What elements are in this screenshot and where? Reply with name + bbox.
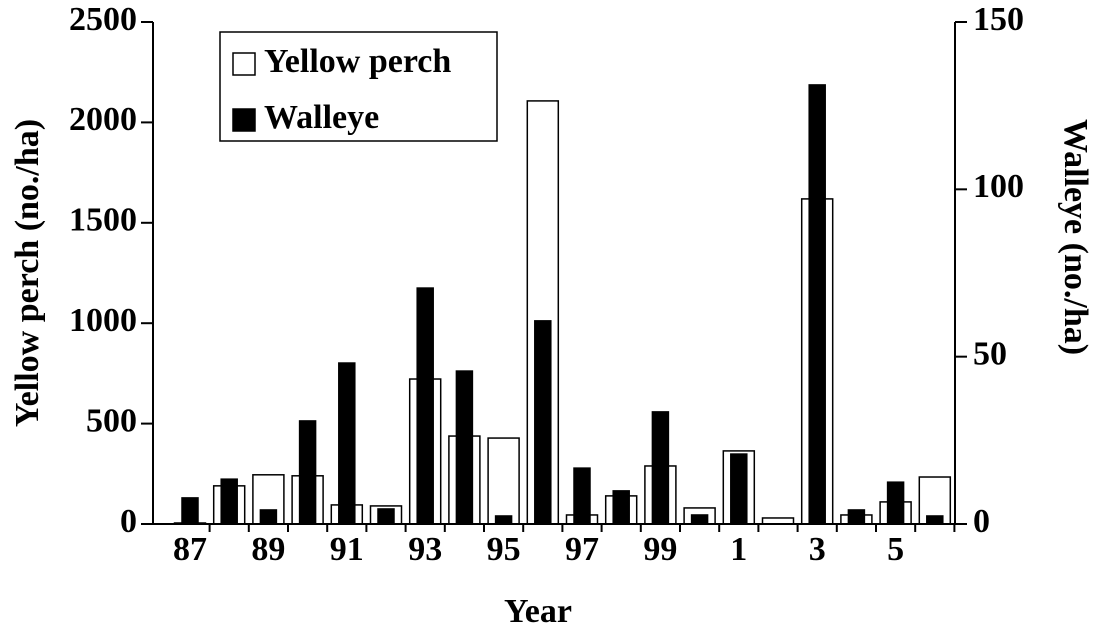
legend-label: Walleye — [264, 99, 379, 136]
x-axis-label: Year — [504, 593, 572, 630]
bar — [377, 508, 395, 525]
bar — [416, 287, 434, 525]
bar — [886, 481, 905, 525]
legend-label: Yellow perch — [264, 43, 451, 80]
y-tick-label: 2000 — [69, 101, 137, 138]
y2-tick-label: 100 — [973, 168, 1024, 205]
bar — [338, 362, 356, 525]
bar — [690, 514, 709, 525]
bar — [612, 490, 630, 525]
x-tick-label: 91 — [330, 531, 364, 568]
x-tick-label: 3 — [809, 531, 826, 568]
bar — [573, 467, 591, 525]
x-tick-label: 93 — [408, 531, 442, 568]
y-tick-label: 1000 — [69, 302, 137, 339]
bar — [259, 509, 278, 525]
bar — [808, 84, 826, 525]
bar — [181, 497, 199, 525]
legend-swatch — [232, 108, 256, 132]
y-tick-label: 1500 — [69, 202, 137, 239]
x-tick-label: 1 — [730, 531, 747, 568]
bar — [534, 320, 552, 525]
y-tick-label: 2500 — [69, 1, 137, 38]
bar — [651, 411, 670, 525]
bar — [730, 453, 748, 525]
bar — [494, 515, 513, 525]
legend-box — [219, 31, 498, 142]
x-tick-label: 5 — [887, 531, 904, 568]
x-tick-label: 97 — [565, 531, 599, 568]
x-tick-label: 87 — [173, 531, 207, 568]
y2-tick-label: 0 — [973, 503, 990, 540]
legend-swatch — [232, 52, 256, 76]
y2-tick-label: 150 — [973, 1, 1024, 38]
bar — [455, 370, 474, 525]
y2-axis-label: Walleye (no./ha) — [1057, 119, 1094, 355]
bar — [220, 478, 238, 525]
x-tick-label: 89 — [251, 531, 285, 568]
bar — [298, 420, 317, 525]
y2-tick-label: 50 — [973, 335, 1007, 372]
bar — [487, 437, 520, 525]
bar — [926, 515, 944, 525]
y-axis-label: Yellow perch (no./ha) — [9, 119, 46, 427]
y-tick-label: 500 — [86, 402, 137, 439]
y-tick-label: 0 — [120, 503, 137, 540]
bar — [847, 509, 866, 525]
x-tick-label: 95 — [487, 531, 521, 568]
x-tick-label: 99 — [643, 531, 677, 568]
